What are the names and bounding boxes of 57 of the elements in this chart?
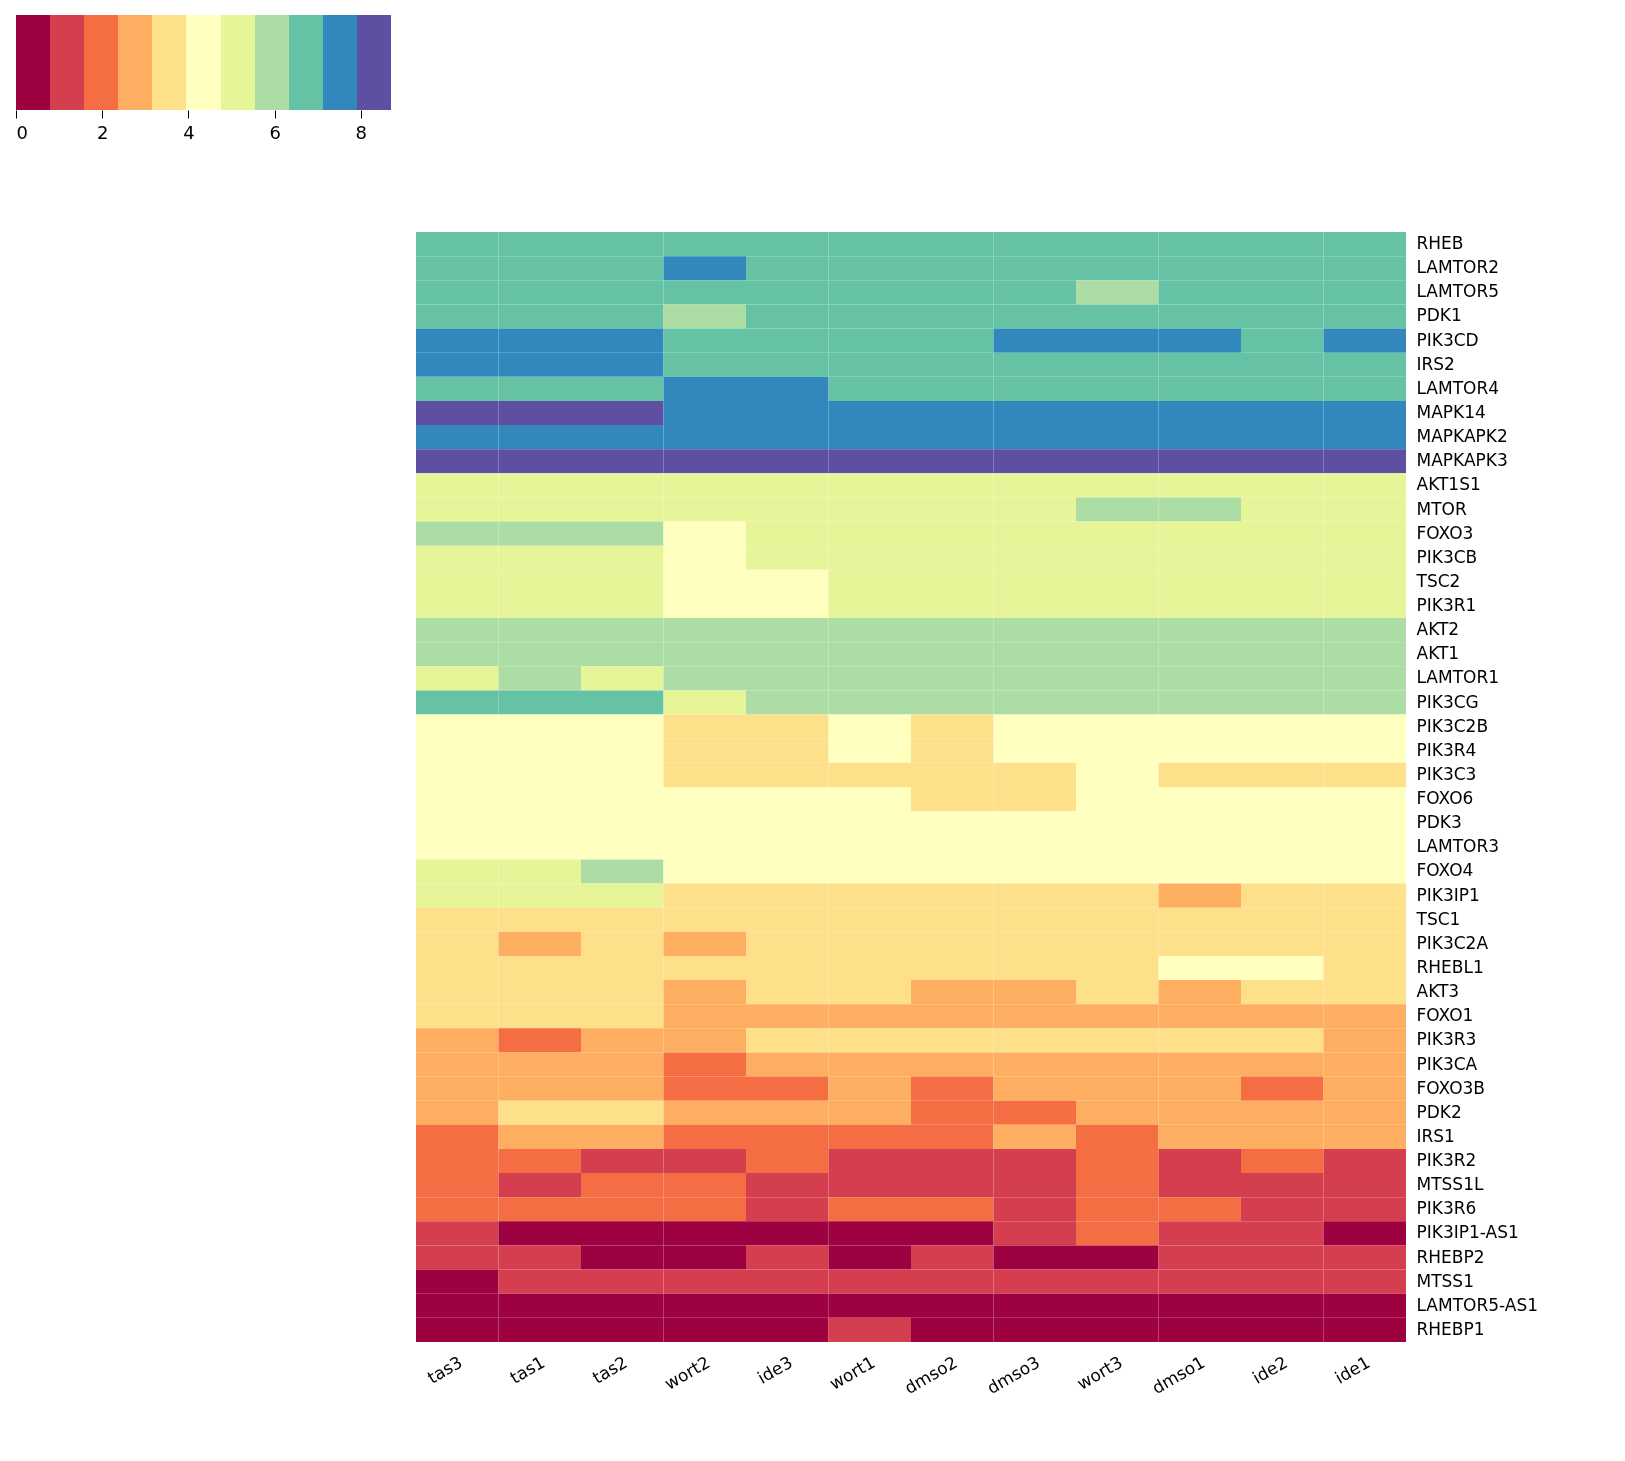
y-tick-label: PIK3CG xyxy=(1416,691,1479,712)
y-tick-label: RHEBP1 xyxy=(1416,1318,1485,1339)
x-tick-label: tas3 xyxy=(423,1351,466,1388)
y-tick-label: PIK3IP1 xyxy=(1416,884,1480,905)
y-tick-label: PDK1 xyxy=(1416,305,1462,326)
y-tick-label: RHEBL1 xyxy=(1416,956,1484,977)
y-tick-label: PIK3CB xyxy=(1416,546,1478,567)
y-tick-label: PDK3 xyxy=(1416,812,1462,833)
y-tick-label: FOXO4 xyxy=(1416,860,1474,881)
x-tick-label: ide3 xyxy=(753,1351,796,1388)
y-tick-label: TSC2 xyxy=(1415,570,1461,591)
y-tick-label: RHEB xyxy=(1416,233,1464,254)
y-tick-label: MAPK14 xyxy=(1416,401,1486,422)
y-tick-label: PIK3C3 xyxy=(1416,763,1477,784)
y-tick-label: MTSS1 xyxy=(1416,1270,1474,1291)
y-tick-label: PIK3R4 xyxy=(1416,739,1477,760)
color-bar-label: 8 xyxy=(355,121,368,143)
x-tick-label: tas2 xyxy=(588,1351,631,1388)
y-tick-label: PIK3C2A xyxy=(1416,932,1489,953)
y-tick-label: LAMTOR5-AS1 xyxy=(1416,1294,1539,1315)
y-tick-label: FOXO6 xyxy=(1416,788,1474,809)
y-tick-label: PIK3R2 xyxy=(1416,1150,1477,1171)
y-tick-label: RHEBP2 xyxy=(1416,1246,1485,1267)
y-tick-label: PDK2 xyxy=(1416,1101,1462,1122)
y-tick-label: AKT2 xyxy=(1416,619,1460,640)
y-tick-label: PIK3R1 xyxy=(1416,595,1477,616)
y-tick-label: LAMTOR1 xyxy=(1416,667,1500,688)
y-tick-label: TSC1 xyxy=(1415,908,1461,929)
y-tick-label: LAMTOR3 xyxy=(1416,836,1500,857)
color-bar-label: 0 xyxy=(16,121,28,143)
color-bar-label: 4 xyxy=(183,121,195,143)
x-tick-label: ide2 xyxy=(1248,1351,1291,1388)
y-tick-label: AKT3 xyxy=(1416,981,1460,1002)
y-tick-label: PIK3CD xyxy=(1416,329,1479,350)
y-tick-label: MAPKAPK2 xyxy=(1416,426,1508,447)
y-tick-label: PIK3IP1-AS1 xyxy=(1416,1222,1519,1243)
y-tick-label: LAMTOR4 xyxy=(1416,377,1500,398)
y-tick-label: IRS1 xyxy=(1416,1125,1455,1146)
color-bar-label: 2 xyxy=(96,121,109,143)
y-tick-label: LAMTOR5 xyxy=(1416,281,1500,302)
y-tick-label: FOXO3 xyxy=(1416,522,1474,543)
y-tick-label: PIK3R6 xyxy=(1416,1198,1477,1219)
y-tick-label: LAMTOR2 xyxy=(1416,257,1500,278)
y-tick-label: MTOR xyxy=(1416,498,1467,519)
y-tick-label: FOXO3B xyxy=(1416,1077,1485,1098)
y-tick-label: PIK3R3 xyxy=(1416,1029,1477,1050)
color-bar-label: 6 xyxy=(269,121,281,143)
x-tick-label: tas1 xyxy=(506,1351,549,1388)
y-tick-label: IRS2 xyxy=(1416,353,1455,374)
x-tick-label: ide1 xyxy=(1331,1351,1374,1388)
y-tick-label: MAPKAPK3 xyxy=(1416,450,1508,471)
y-tick-label: AKT1 xyxy=(1416,643,1460,664)
y-tick-label: AKT1S1 xyxy=(1416,474,1481,495)
y-tick-label: FOXO1 xyxy=(1416,1005,1474,1026)
y-tick-label: MTSS1L xyxy=(1416,1174,1484,1195)
y-tick-label: PIK3CA xyxy=(1416,1053,1478,1074)
y-tick-label: PIK3C2B xyxy=(1416,715,1489,736)
